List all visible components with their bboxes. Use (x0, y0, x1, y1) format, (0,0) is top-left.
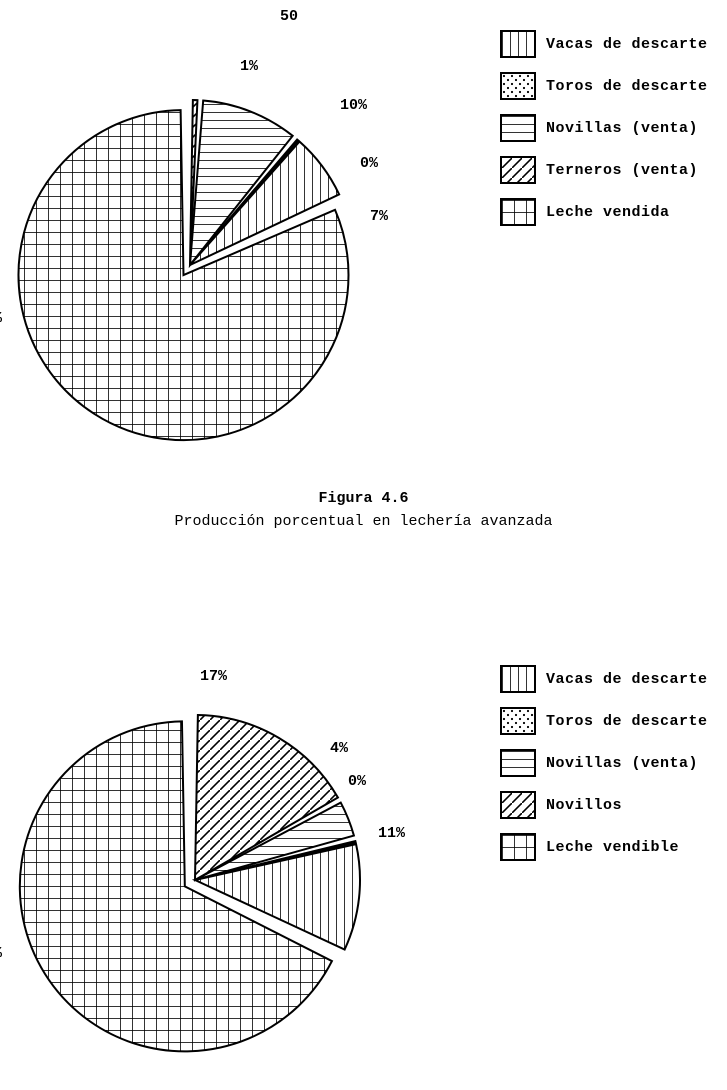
legend-swatch (500, 30, 536, 58)
figure-4-6-legend: Vacas de descarte Toros de descarte Novill… (500, 30, 708, 240)
legend-label: Vacas de descarte (546, 671, 708, 688)
slice-label: 10% (340, 97, 367, 114)
legend-swatch (500, 833, 536, 861)
slice-label: 2% (0, 310, 2, 327)
legend-swatch (500, 198, 536, 226)
page-number: 50 (280, 8, 298, 25)
slice-label: 0% (348, 773, 366, 790)
legend-item: Novillos (500, 791, 708, 819)
slice-label: 1% (240, 58, 258, 75)
legend-swatch (500, 665, 536, 693)
legend-label: Vacas de descarte (546, 36, 708, 53)
slice-label: 4% (330, 740, 348, 757)
caption-subtitle: Producción porcentual en lechería avanza… (0, 513, 727, 530)
legend-item: Toros de descarte (500, 72, 708, 100)
legend-label: Terneros (venta) (546, 162, 698, 179)
legend-label: Novillas (venta) (546, 755, 698, 772)
legend-swatch (500, 72, 536, 100)
legend-label: Novillos (546, 797, 622, 814)
legend-swatch (500, 707, 536, 735)
legend-swatch (500, 156, 536, 184)
legend-item: Toros de descarte (500, 707, 708, 735)
legend-label: Toros de descarte (546, 713, 708, 730)
legend-label: Leche vendible (546, 839, 679, 856)
legend-label: Novillas (venta) (546, 120, 698, 137)
slice-label: 8% (0, 945, 2, 962)
legend-item: Leche vendida (500, 198, 708, 226)
legend-item: Leche vendible (500, 833, 708, 861)
legend-item: Vacas de descarte (500, 665, 708, 693)
legend-swatch (500, 749, 536, 777)
legend-swatch (500, 791, 536, 819)
caption-title: Figura 4.6 (0, 490, 727, 507)
legend-item: Novillas (venta) (500, 749, 708, 777)
slice-label: 7% (370, 208, 388, 225)
slice-label: 11% (378, 825, 405, 842)
legend-item: Terneros (venta) (500, 156, 708, 184)
legend-swatch (500, 114, 536, 142)
legend-item: Novillas (venta) (500, 114, 708, 142)
figure-4-6-caption: Figura 4.6 Producción porcentual en lech… (0, 490, 727, 530)
legend-label: Toros de descarte (546, 78, 708, 95)
slice-label: 0% (360, 155, 378, 172)
slice-label: 17% (200, 668, 227, 685)
legend-label: Leche vendida (546, 204, 670, 221)
legend-item: Vacas de descarte (500, 30, 708, 58)
second-pie-legend: Vacas de descarte Toros de descarte Novill… (500, 665, 708, 875)
